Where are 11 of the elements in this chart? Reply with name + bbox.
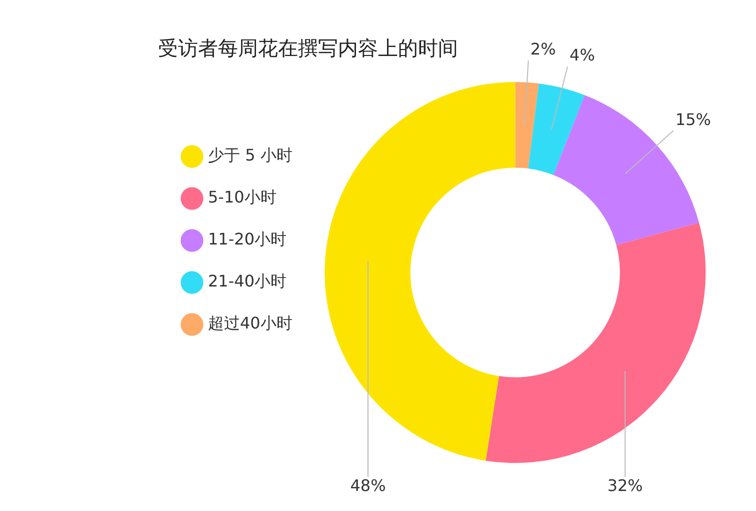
data-label: 2%	[530, 40, 556, 59]
data-label: 15%	[675, 110, 711, 129]
data-label: 4%	[570, 46, 595, 65]
legend-label: 11-20小时	[208, 230, 286, 249]
legend-label: 少于 5 小时	[208, 146, 292, 165]
legend-label: 超过40小时	[208, 314, 292, 333]
legend-label: 21-40小时	[208, 272, 286, 291]
data-label: 32%	[607, 476, 643, 496]
chart-title: 受访者每周花在撰写内容上的时间	[158, 36, 458, 60]
data-label: 48%	[350, 476, 386, 496]
legend-label: 5-10小时	[208, 188, 276, 207]
